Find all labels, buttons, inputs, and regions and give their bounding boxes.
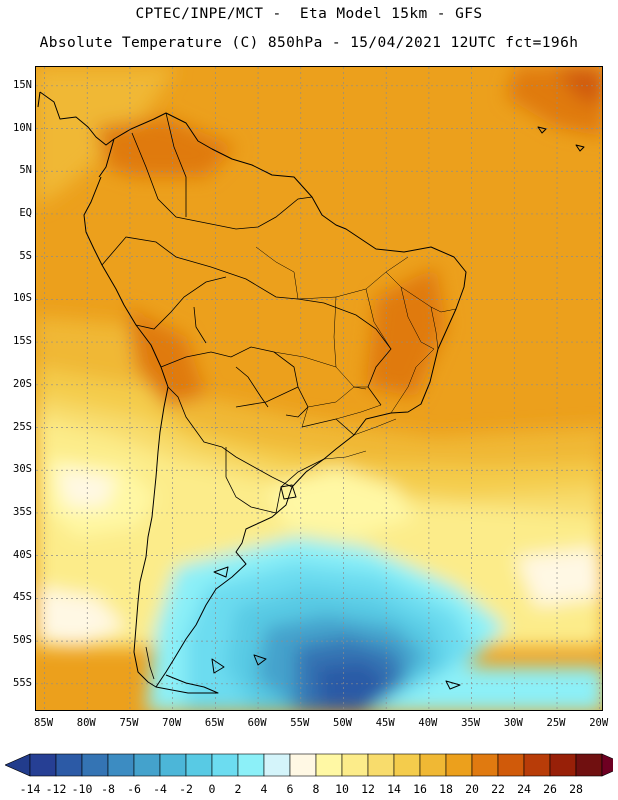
colorbar-tick-label: 8 xyxy=(312,782,320,796)
longitude-label: 60W xyxy=(247,717,267,729)
colorbar-tick-label: 10 xyxy=(335,782,349,796)
colorbar-tick-label: 18 xyxy=(439,782,453,796)
latitude-label: 5N xyxy=(19,164,32,177)
latitude-label: 10N xyxy=(13,121,32,134)
colorbar-tick-label: -6 xyxy=(127,782,141,796)
colorbar-swatch xyxy=(263,753,291,777)
colorbar-swatch xyxy=(575,753,603,777)
colorbar-tick-label: 22 xyxy=(491,782,505,796)
colorbar-tick-label: 20 xyxy=(465,782,479,796)
colorbar-under-arrow xyxy=(5,753,31,777)
map-panel xyxy=(35,66,603,711)
temperature-field-map xyxy=(36,67,602,710)
longitude-label: 30W xyxy=(503,717,523,729)
longitude-label: 25W xyxy=(546,717,566,729)
colorbar-tick-label: -14 xyxy=(19,782,41,796)
colorbar-tick-label: -10 xyxy=(71,782,93,796)
colorbar-tick-label: 0 xyxy=(208,782,216,796)
colorbar-tick-label: 26 xyxy=(543,782,557,796)
colorbar-tick-label: 16 xyxy=(413,782,427,796)
longitude-label: 50W xyxy=(333,717,352,729)
latitude-label: 40S xyxy=(13,548,32,561)
longitude-label: 65W xyxy=(204,717,224,729)
latitude-label: EQ xyxy=(19,206,32,219)
colorbar-swatch xyxy=(159,753,187,777)
colorbar-tick-label: -8 xyxy=(101,782,115,796)
colorbar-swatch xyxy=(549,753,577,777)
state-borders xyxy=(255,246,457,460)
longitude-label: 20W xyxy=(589,717,609,729)
colorbar xyxy=(5,753,613,777)
colorbar-swatch xyxy=(393,753,421,777)
colorbar-tick-label: 28 xyxy=(569,782,583,796)
colorbar-swatch xyxy=(185,753,213,777)
longitude-label: 45W xyxy=(375,717,395,729)
colorbar-swatch xyxy=(29,753,57,777)
longitude-label: 85W xyxy=(34,717,54,729)
colorbar-tick-label: -12 xyxy=(45,782,67,796)
latitude-label: 15N xyxy=(13,78,32,91)
colorbar-tick-label: 24 xyxy=(517,782,531,796)
latitude-label: 15S xyxy=(13,335,32,348)
colorbar-tick-label: 14 xyxy=(387,782,401,796)
longitude-label: 35W xyxy=(461,717,481,729)
latitude-label: 55S xyxy=(13,676,32,689)
colorbar-swatch xyxy=(211,753,239,777)
colorbar-swatch xyxy=(55,753,83,777)
latitude-label: 50S xyxy=(13,634,32,647)
colorbar-swatch xyxy=(81,753,109,777)
coastline xyxy=(37,91,585,694)
colorbar-tick-label: 6 xyxy=(286,782,294,796)
colorbar-swatch xyxy=(497,753,525,777)
colorbar-swatch xyxy=(419,753,447,777)
colorbar-tick-label: 2 xyxy=(234,782,242,796)
longitude-label: 70W xyxy=(162,717,182,729)
colorbar-swatch xyxy=(289,753,317,777)
colorbar-tick-label: 12 xyxy=(361,782,375,796)
latitude-label: 25S xyxy=(13,420,32,433)
latitude-label: 35S xyxy=(13,505,32,518)
colorbar-swatch xyxy=(237,753,265,777)
temperature-shading xyxy=(36,67,602,710)
colorbar-tick-label: -2 xyxy=(179,782,193,796)
colorbar-swatch xyxy=(107,753,135,777)
latitude-label: 5S xyxy=(19,249,32,262)
latitude-label: 45S xyxy=(13,591,32,604)
latitude-label: 30S xyxy=(13,463,32,476)
colorbar-tick-label: -4 xyxy=(153,782,167,796)
latitude-label: 10S xyxy=(13,292,32,305)
colorbar-swatch xyxy=(341,753,369,777)
colorbar-swatch xyxy=(133,753,161,777)
latitude-label: 20S xyxy=(13,377,32,390)
map-subtitle: Absolute Temperature (C) 850hPa - 15/04/… xyxy=(39,35,579,51)
colorbar-swatch xyxy=(471,753,499,777)
colorbar-over-arrow xyxy=(601,753,613,777)
longitude-label: 75W xyxy=(119,717,139,729)
map-title: CPTEC/INPE/MCT - Eta Model 15km - GFS xyxy=(135,6,483,22)
colorbar-tick-label: 4 xyxy=(260,782,268,796)
colorbar-swatch xyxy=(445,753,473,777)
colorbar-swatch xyxy=(523,753,551,777)
longitude-label: 40W xyxy=(418,717,438,729)
colorbar-swatch xyxy=(315,753,343,777)
longitude-label: 55W xyxy=(290,717,310,729)
longitude-label: 80W xyxy=(76,717,96,729)
colorbar-swatch xyxy=(367,753,395,777)
